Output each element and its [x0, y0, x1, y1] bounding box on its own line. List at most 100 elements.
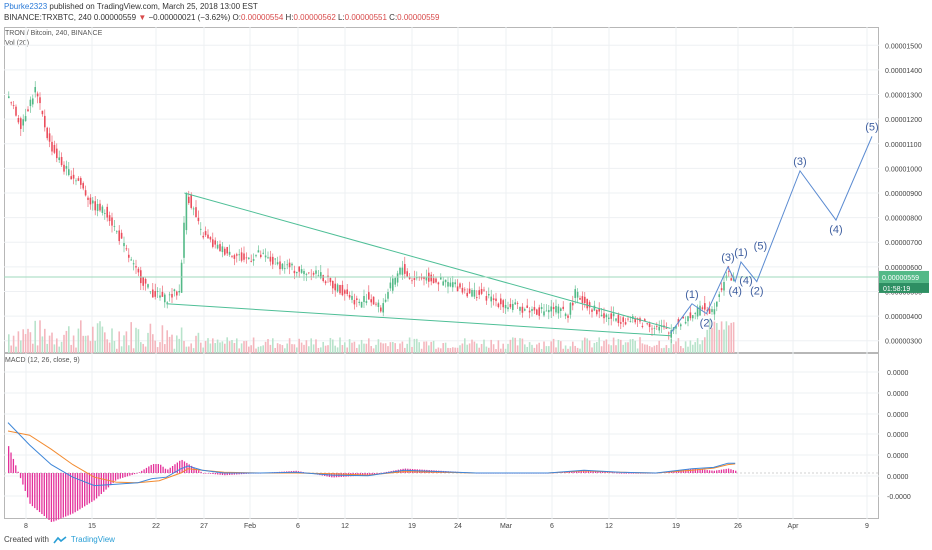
volume-bar	[404, 347, 406, 353]
volume-bar	[648, 346, 651, 353]
candle-body	[63, 164, 65, 172]
candle-body	[142, 276, 144, 286]
candle-body	[154, 291, 156, 297]
candle-body	[312, 273, 315, 275]
volume-bar	[380, 342, 382, 353]
volume-bar	[341, 344, 344, 353]
candle-body	[272, 256, 274, 265]
tradingview-brand[interactable]: TradingView	[70, 535, 115, 544]
candle-body	[135, 266, 137, 268]
volume-bar	[396, 348, 399, 353]
volume-bar	[281, 345, 284, 353]
macd-hist-bar	[110, 473, 112, 486]
volume-bar	[94, 340, 96, 353]
macd-hist-bar	[114, 473, 117, 481]
candle-body	[238, 254, 240, 256]
macd-hist-bar	[625, 473, 628, 474]
volume-bar	[240, 343, 243, 353]
volume-bar	[202, 347, 204, 353]
macd-hist-bar	[602, 471, 604, 473]
candle-body	[267, 257, 269, 259]
candle-body	[708, 308, 711, 314]
candle-body	[696, 307, 699, 317]
candle-body	[579, 298, 581, 300]
volume-bar	[567, 348, 569, 353]
candle-body	[430, 274, 432, 282]
candle-body	[17, 117, 20, 123]
volume-bar	[447, 347, 449, 353]
macd-hist-bar	[119, 473, 121, 479]
macd-hist-bar	[112, 473, 114, 483]
candle-body	[548, 310, 550, 313]
volume-bar	[634, 340, 636, 353]
macd-hist-bar	[100, 473, 102, 495]
candle-body	[680, 324, 682, 327]
candle-body	[214, 240, 216, 245]
volume-bar	[118, 331, 120, 353]
candle-body	[106, 206, 108, 218]
candle-body	[305, 273, 308, 275]
price-panel[interactable]	[4, 27, 879, 353]
candle-body	[248, 257, 250, 259]
macd-hist-bar	[41, 473, 43, 515]
x-tick-label: 6	[550, 523, 554, 530]
candle-body	[447, 281, 449, 287]
volume-bar	[552, 338, 555, 353]
volume-bar	[480, 343, 483, 353]
volume-bar	[262, 345, 264, 353]
volume-bar	[12, 335, 15, 353]
candle-body	[164, 294, 166, 303]
macd-hist-bar	[735, 470, 737, 473]
volume-bar	[178, 338, 180, 353]
volume-bar	[168, 336, 171, 353]
macd-hist-bar	[364, 473, 366, 476]
candle-body	[168, 294, 171, 296]
candle-body	[233, 255, 236, 259]
macd-hist-bar	[150, 464, 152, 473]
macd-hist-bar	[404, 468, 407, 473]
candle-body	[149, 291, 152, 293]
macd-panel[interactable]	[4, 353, 879, 519]
candle-body	[365, 301, 368, 303]
candle-body	[533, 307, 536, 311]
candle-body	[329, 277, 332, 283]
macd-hist-bar	[407, 468, 409, 473]
volume-bar	[96, 323, 99, 353]
macd-hist-bar	[640, 473, 642, 474]
macd-hist-bar	[186, 462, 188, 473]
volume-bar	[324, 345, 327, 353]
candle-body	[274, 258, 276, 260]
macd-hist-bar	[592, 471, 594, 473]
volume-bar	[596, 342, 598, 353]
candle-body	[689, 312, 692, 319]
macd-hist-bar	[692, 468, 694, 473]
macd-hist-bar	[193, 467, 195, 473]
candle-body	[250, 260, 252, 262]
candle-body	[65, 166, 68, 169]
macd-hist-bar	[599, 471, 601, 473]
macd-hist-bar	[29, 473, 31, 504]
volume-bar	[190, 343, 192, 353]
macd-hist-bar	[720, 469, 723, 473]
volume-bar	[533, 347, 536, 353]
candle-body	[608, 317, 610, 319]
macd-hist-bar	[164, 468, 167, 473]
candle-body	[286, 264, 288, 266]
candle-body	[665, 328, 668, 329]
macd-hist-bar	[704, 469, 706, 473]
candle-body	[92, 200, 94, 204]
macd-hist-bar	[642, 473, 644, 474]
author-link[interactable]: Pburke2323	[4, 2, 48, 11]
candle-body	[543, 311, 545, 316]
x-tick-label: 26	[734, 523, 742, 530]
candle-body	[550, 306, 552, 312]
candle-body	[144, 278, 147, 284]
volume-bar	[706, 329, 708, 353]
volume-bar	[346, 347, 348, 353]
volume-bar	[284, 348, 286, 353]
candle-body	[332, 280, 334, 289]
macd-hist-bar	[19, 473, 22, 479]
macd-hist-bar	[214, 473, 217, 475]
candle-body	[339, 285, 341, 294]
